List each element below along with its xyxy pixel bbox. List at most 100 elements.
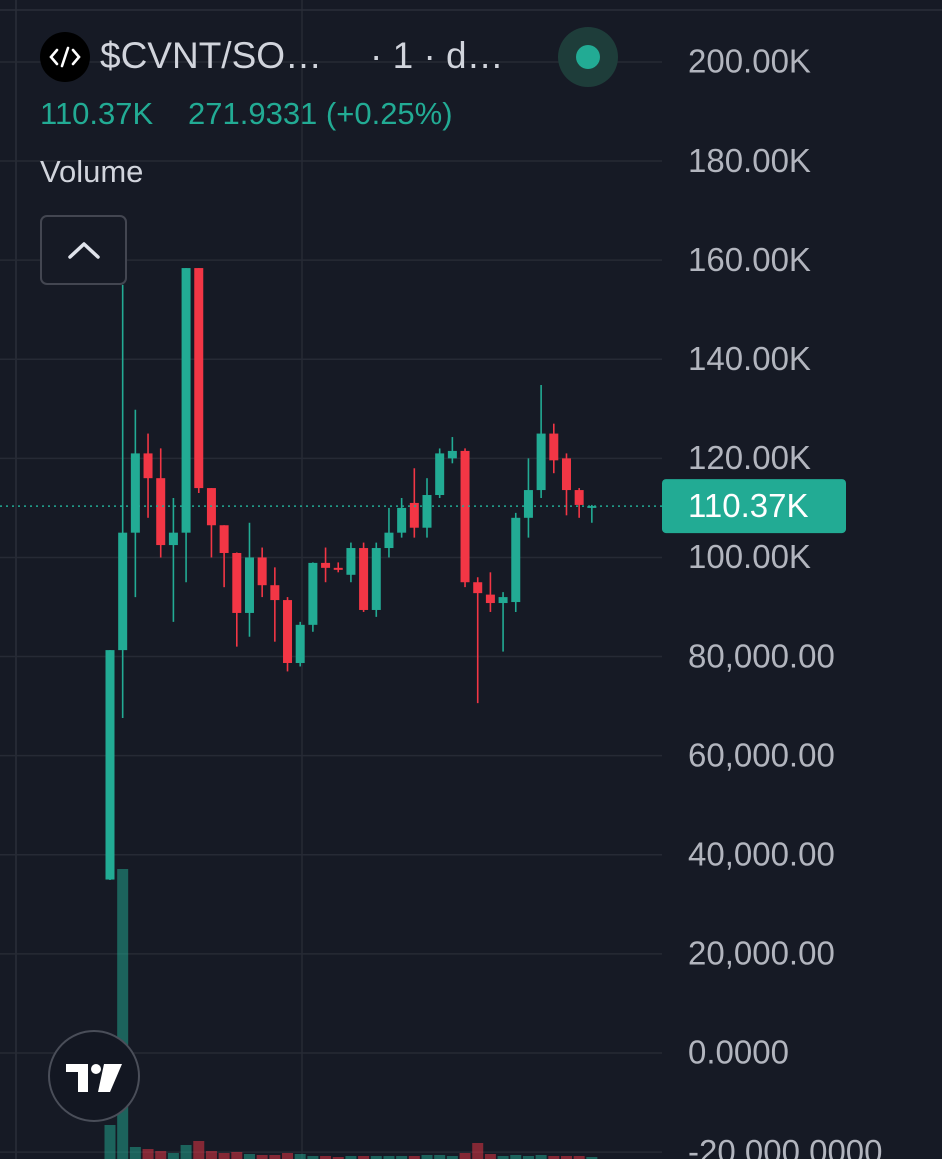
legend-change: 271.9331 (+0.25%) xyxy=(188,96,453,131)
candle-body xyxy=(384,532,394,549)
candle-body xyxy=(574,490,584,505)
volume-bar xyxy=(282,1153,294,1159)
volume-bar xyxy=(383,1156,395,1159)
volume-bar xyxy=(446,1156,458,1159)
volume-bar xyxy=(332,1157,344,1159)
volume-bar xyxy=(320,1156,332,1159)
volume-bar xyxy=(522,1156,534,1159)
candle-body xyxy=(473,582,483,594)
candle-body xyxy=(232,552,242,613)
collapse-chevron xyxy=(68,242,100,259)
candle-body xyxy=(295,624,305,663)
interval[interactable]: · 1 · d… xyxy=(370,35,504,76)
volume-bar xyxy=(243,1154,255,1159)
y-tick-label: -20,000.0000 xyxy=(688,1133,883,1159)
tradingview-logo[interactable] xyxy=(48,1030,140,1122)
symbol-title[interactable]: $CVNT/SO… xyxy=(100,35,322,76)
volume-bar xyxy=(167,1153,179,1159)
candle-body xyxy=(333,567,343,570)
volume-bar xyxy=(205,1151,217,1159)
candle-body xyxy=(460,450,470,583)
collapse-button[interactable] xyxy=(40,215,127,285)
plot-area: 200.00K 180.00K 160.00K 140.00K 120.00K 100.0… xyxy=(0,43,883,1159)
volume-bar xyxy=(117,869,129,1159)
volume-bar xyxy=(548,1156,560,1159)
volume-bar xyxy=(497,1156,509,1159)
volume-bar xyxy=(142,1149,154,1159)
logo-mark xyxy=(98,1064,122,1092)
volume-bar xyxy=(472,1143,484,1159)
candle-body xyxy=(435,453,445,496)
volume-bar xyxy=(535,1155,547,1159)
last-price-label: 110.37K xyxy=(688,487,809,524)
logo-mark xyxy=(66,1064,88,1092)
volume-bar xyxy=(231,1152,243,1159)
candle-body xyxy=(194,268,204,489)
y-tick-label: 140.00K xyxy=(688,340,811,377)
volume-bar xyxy=(218,1153,230,1159)
candle-body xyxy=(485,594,495,604)
candle-body xyxy=(219,525,229,553)
y-tick-label: 60,000.00 xyxy=(688,736,835,773)
candle-body xyxy=(118,532,128,651)
candle-body xyxy=(523,490,533,518)
candle-body xyxy=(498,597,508,604)
y-tick-label: 200.00K xyxy=(688,43,811,80)
candle-body xyxy=(321,562,331,568)
y-tick-label: 120.00K xyxy=(688,439,811,476)
volume-bar xyxy=(434,1155,446,1159)
volume-bar xyxy=(294,1154,306,1159)
candle-body xyxy=(371,548,381,610)
volume-bar xyxy=(459,1153,471,1159)
candle-body xyxy=(130,453,140,533)
status-dot xyxy=(576,45,600,69)
y-tick-label: 0.0000 xyxy=(688,1034,789,1071)
candle-body xyxy=(283,600,293,663)
volume-bar xyxy=(256,1155,268,1159)
volume-bar xyxy=(129,1147,141,1159)
volume-bar xyxy=(155,1151,167,1159)
volume-label: Volume xyxy=(40,154,143,189)
candle-body xyxy=(181,268,191,533)
y-tick-label: 20,000.00 xyxy=(688,935,835,972)
header: $CVNT/SO… · 1 · d… 110.37K 271.9331 (+0.… xyxy=(40,27,618,285)
y-tick-label: 40,000.00 xyxy=(688,835,835,872)
candle-body xyxy=(587,506,597,508)
y-tick-label: 160.00K xyxy=(688,241,811,278)
candle-body xyxy=(105,650,115,880)
volume-bar xyxy=(484,1154,496,1159)
candle-body xyxy=(143,453,153,479)
volume-bar xyxy=(396,1156,408,1159)
volume-bar xyxy=(510,1155,522,1159)
volume-bar xyxy=(573,1156,585,1159)
volume-bar xyxy=(269,1155,281,1159)
volume-bar xyxy=(560,1156,572,1159)
volume-bar xyxy=(586,1157,598,1159)
volume-bar xyxy=(180,1145,192,1159)
candle-body xyxy=(549,433,559,461)
legend-close: 110.37K xyxy=(40,96,154,131)
volume-bar xyxy=(408,1156,420,1159)
candle-body xyxy=(346,548,356,575)
candle-body xyxy=(536,433,546,491)
candle-body xyxy=(168,532,178,546)
candle-body xyxy=(257,557,267,586)
overlay: 110.37K xyxy=(0,479,846,534)
volume-bar xyxy=(104,1125,116,1159)
candle-body xyxy=(359,548,369,610)
y-tick-label: 180.00K xyxy=(688,142,811,179)
y-tick-label: 100.00K xyxy=(688,538,811,575)
candle-body xyxy=(422,495,432,528)
volume-bar xyxy=(307,1156,319,1159)
candle-body xyxy=(244,557,254,613)
y-tick-label: 80,000.00 xyxy=(688,637,835,674)
volume-bar xyxy=(193,1141,205,1159)
candle-body xyxy=(156,478,166,546)
volume-bar xyxy=(370,1156,382,1159)
candle-body xyxy=(511,517,521,603)
volume-bar xyxy=(421,1155,433,1159)
last-price-box xyxy=(662,479,846,534)
